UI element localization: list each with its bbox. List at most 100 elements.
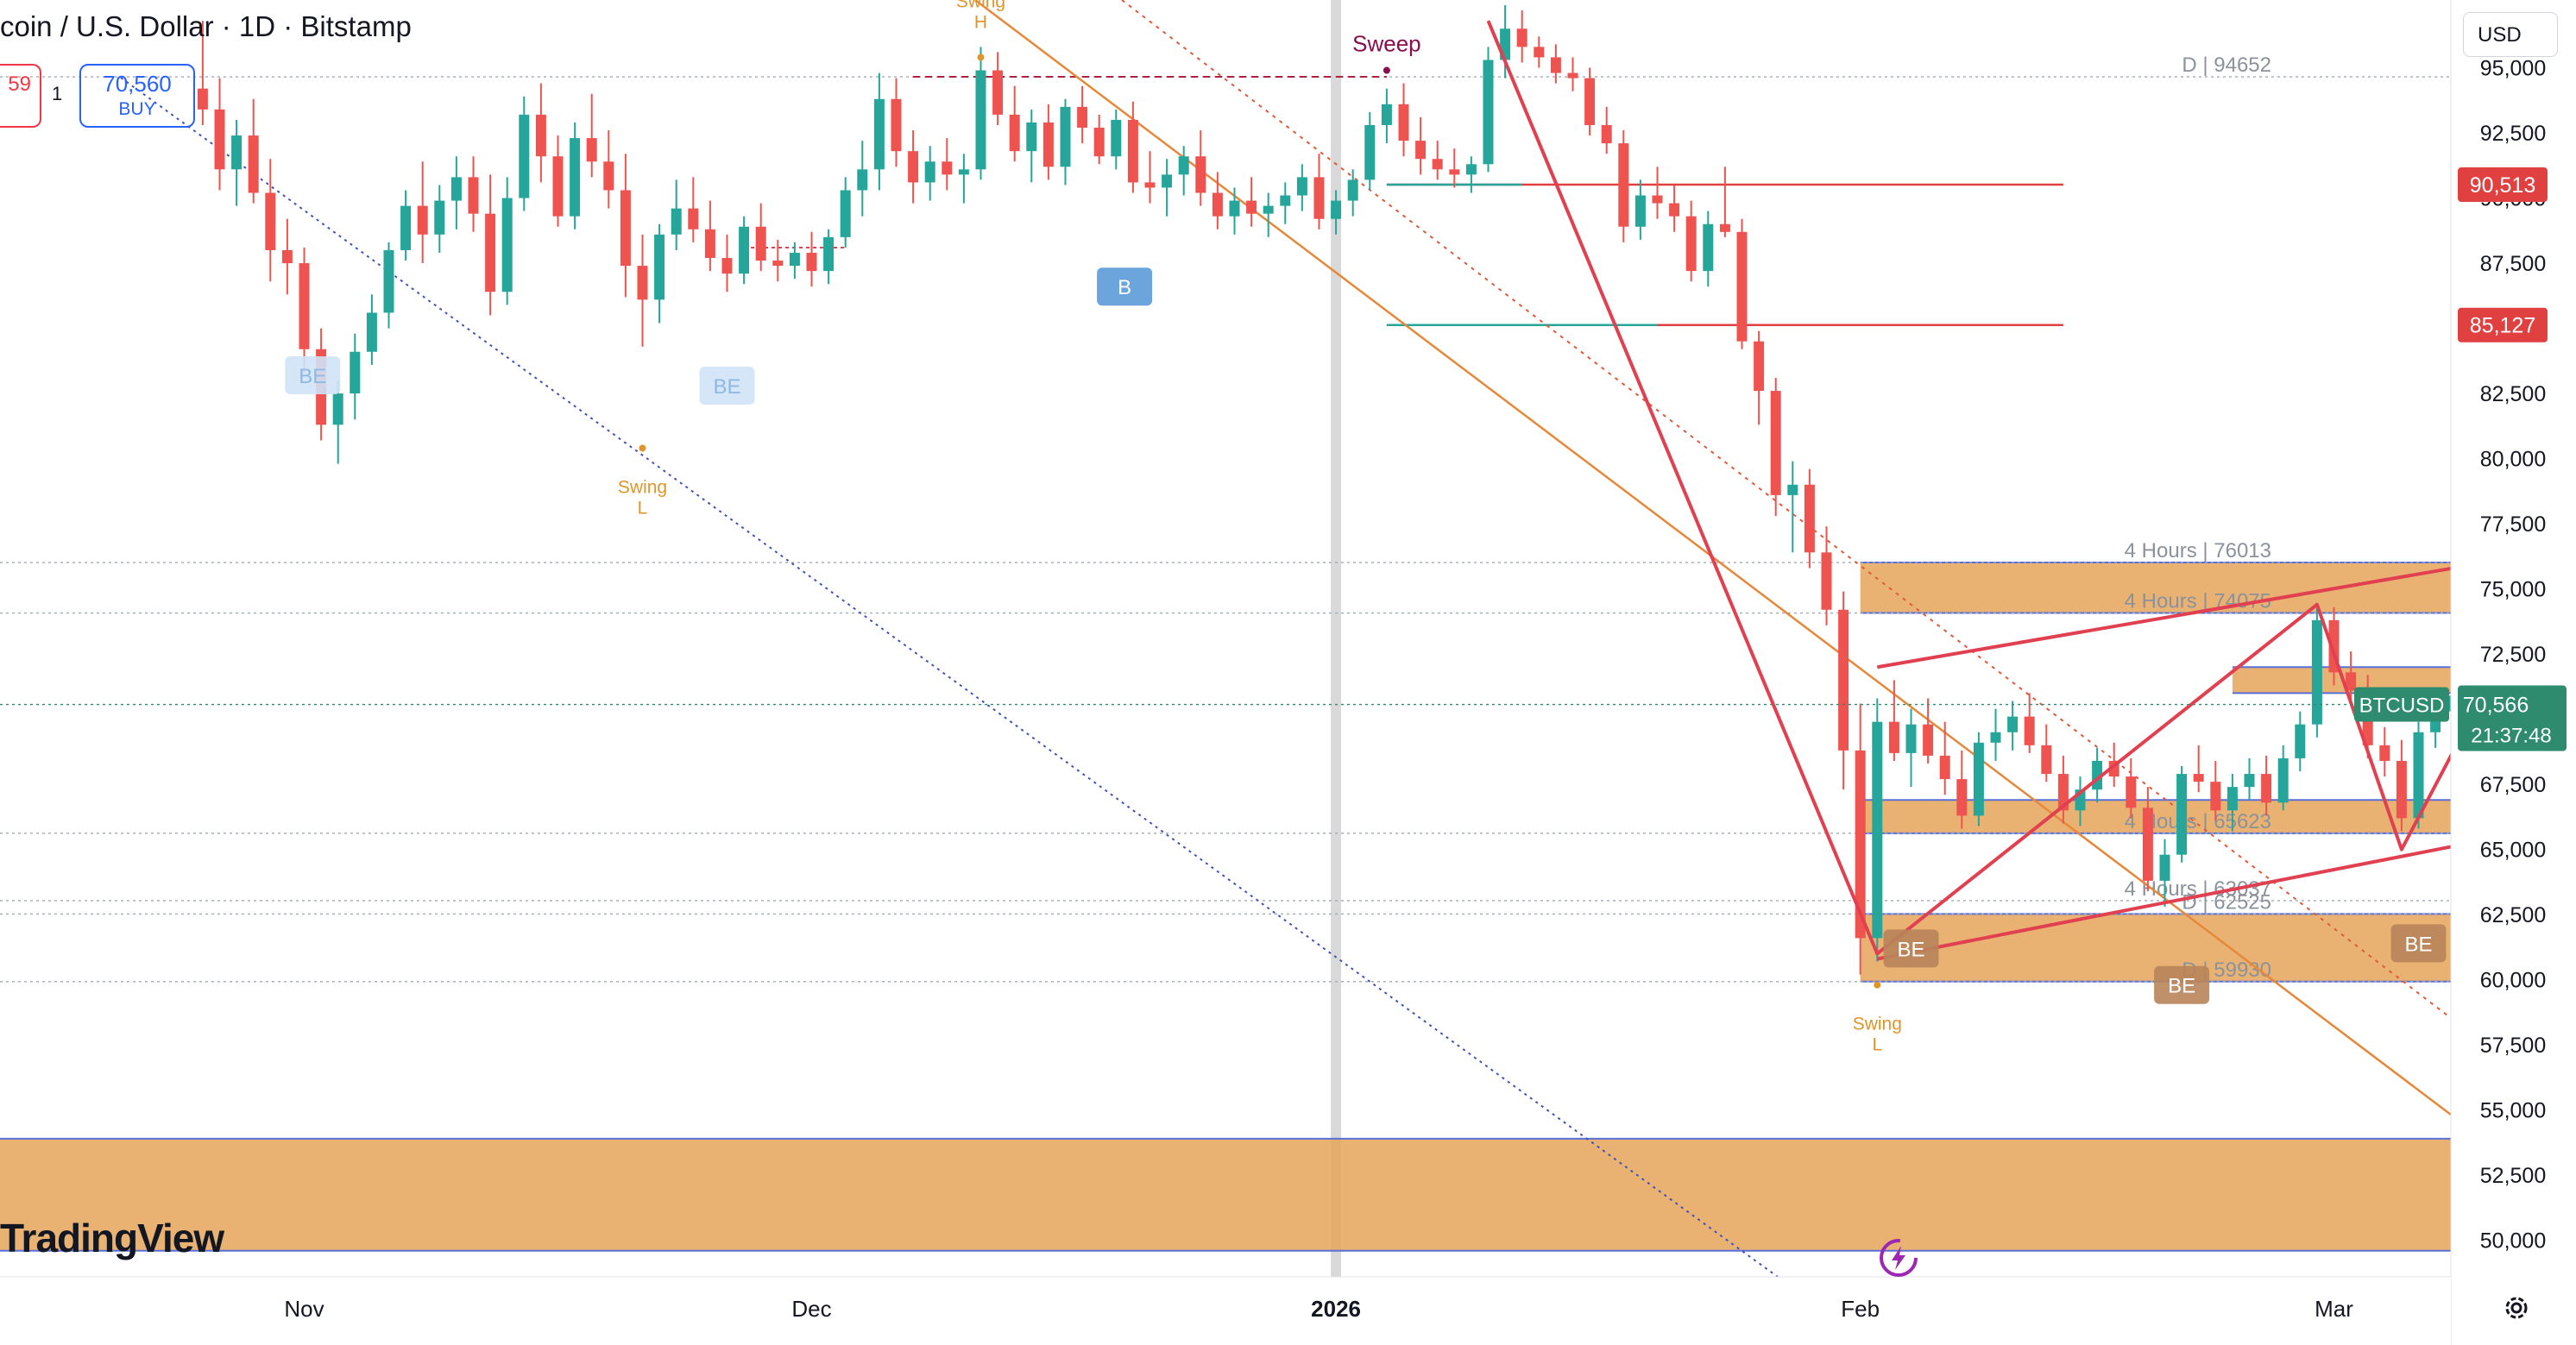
candle-body-58 — [1178, 156, 1189, 175]
candle-body-97 — [1838, 609, 1849, 751]
candle-body-127 — [2346, 672, 2357, 691]
time-axis-bg — [0, 1277, 2451, 1345]
lightning-icon[interactable] — [1878, 1237, 1919, 1279]
candle-body-118 — [2193, 774, 2204, 782]
candle-body-2 — [231, 135, 242, 170]
y-tick-17: 92,500 — [2480, 122, 2546, 146]
sell-price: 59 — [8, 72, 31, 96]
badge-bg-5 — [2390, 924, 2447, 963]
candle-body-130 — [2396, 760, 2407, 819]
y-tick-1: 52,500 — [2480, 1164, 2546, 1188]
candle-body-76 — [1483, 60, 1494, 165]
last-price-bg — [2458, 685, 2567, 751]
badge-0: BE — [299, 365, 326, 388]
candle-body-71 — [1398, 104, 1409, 141]
candle-body-116 — [2159, 854, 2170, 881]
candle-body-125 — [2311, 619, 2322, 725]
candle-body-87 — [1669, 203, 1680, 217]
badge-bg-0 — [285, 355, 341, 394]
candle-body-131 — [2413, 732, 2424, 819]
annotation-3: Sweep — [1352, 31, 1421, 57]
candle-body-93 — [1770, 391, 1781, 495]
candle-body-39 — [857, 169, 868, 191]
candle-body-99 — [1872, 721, 1883, 939]
x-tick-4: Mar — [2315, 1296, 2353, 1322]
badge-bg-1 — [699, 367, 755, 405]
y-tick-2: 55,000 — [2480, 1099, 2546, 1123]
candle-body-24 — [603, 161, 614, 191]
candle-body-38 — [840, 190, 851, 237]
badge-2: B — [1118, 276, 1131, 299]
buy-price: 70,560 — [103, 71, 172, 97]
level-label-1: 4 Hours | 76013 — [2125, 539, 2271, 563]
candle-body-122 — [2261, 774, 2272, 803]
candle-body-61 — [1229, 200, 1240, 217]
candle-body-110 — [2057, 774, 2069, 811]
candle-body-109 — [2041, 745, 2052, 775]
year-separator — [1331, 0, 1342, 1277]
zone-4 — [0, 1138, 2451, 1251]
price-label-bg-1 — [2458, 307, 2548, 343]
quantity-value[interactable]: 1 — [52, 83, 63, 104]
candle-body-62 — [1246, 200, 1257, 214]
candle-body-91 — [1736, 231, 1748, 342]
annotation-marker-1 — [639, 444, 646, 452]
candle-body-47 — [992, 70, 1004, 115]
y-tick-13: 82,500 — [2480, 382, 2546, 406]
candle-body-85 — [1634, 195, 1646, 227]
y-tick-6: 65,000 — [2480, 839, 2546, 863]
candle-body-63 — [1263, 205, 1274, 214]
candle-body-4 — [265, 192, 276, 250]
annotation-marker-2 — [1874, 981, 1881, 989]
candle-body-117 — [2176, 774, 2188, 855]
candle-body-98 — [1855, 750, 1866, 939]
candle-body-64 — [1280, 195, 1291, 206]
candle-body-17 — [485, 213, 496, 292]
currency-selector[interactable]: USD — [2463, 12, 2558, 57]
candle-body-90 — [1719, 223, 1730, 232]
price-label-bg-0 — [2458, 167, 2548, 203]
buy-button[interactable]: 70,560 BUY — [79, 64, 195, 128]
candle-body-28 — [671, 208, 682, 235]
y-tick-3: 57,500 — [2480, 1034, 2546, 1058]
candle-body-124 — [2295, 724, 2306, 758]
candle-body-14 — [434, 200, 445, 235]
candle-body-44 — [942, 161, 953, 175]
pattern-layer — [1486, 20, 2576, 961]
last-price-value: 70,566 — [2463, 694, 2529, 718]
candle-body-32 — [739, 226, 750, 274]
candle-body-12 — [400, 205, 412, 250]
candle-body-114 — [2126, 776, 2137, 808]
symbol-badge: BTCUSD — [2359, 694, 2445, 718]
candle-body-52 — [1077, 106, 1088, 128]
annotation-0: Swing — [956, 0, 1005, 11]
y-tick-9: 72,500 — [2480, 643, 2546, 667]
candle-body-13 — [417, 205, 428, 235]
annotation-sub-2: L — [1872, 1035, 1882, 1055]
candle-body-73 — [1432, 159, 1443, 170]
candle-body-86 — [1652, 195, 1663, 204]
annotation-sub-0: H — [974, 12, 987, 32]
sell-button[interactable]: 59 — [0, 64, 41, 128]
candle-body-92 — [1754, 341, 1765, 392]
trendline-orange-dotted — [1121, 0, 2452, 1019]
candle-body-33 — [755, 226, 766, 261]
settings-gear-icon[interactable] — [2499, 1291, 2534, 1325]
candle-body-88 — [1685, 216, 1697, 272]
zones-layer — [0, 0, 2451, 1277]
annotation-2: Swing — [1853, 1015, 1902, 1034]
channel-line-1 — [1876, 545, 2576, 669]
candle-body-102 — [1923, 724, 1934, 756]
tradingview-logo: TradingView — [0, 1216, 224, 1260]
y-tick-5: 62,500 — [2480, 903, 2546, 927]
candle-body-106 — [1990, 732, 2001, 743]
annotation-marker-3 — [1382, 66, 1390, 74]
annotation-1: Swing — [618, 478, 667, 498]
badge-bg-3 — [1883, 929, 1939, 968]
candle-body-51 — [1060, 106, 1071, 167]
candle-body-5 — [281, 249, 293, 264]
candle-body-60 — [1212, 192, 1223, 217]
